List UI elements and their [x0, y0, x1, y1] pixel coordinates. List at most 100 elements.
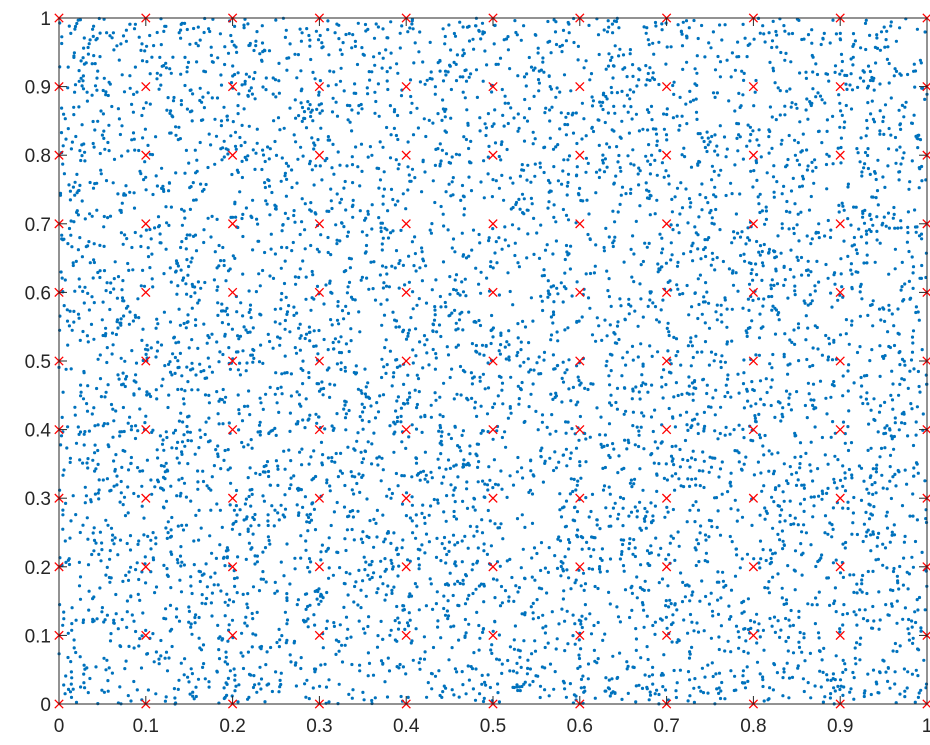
- grid-marker: [401, 630, 411, 641]
- grid-marker: [488, 219, 498, 229]
- grid-marker: [488, 630, 498, 641]
- grid-marker: [661, 356, 672, 366]
- grid-marker: [835, 562, 845, 572]
- grid-marker: [401, 356, 411, 366]
- grid-marker: [835, 81, 845, 92]
- grid-marker: [748, 630, 759, 641]
- grid-marker: [401, 424, 411, 435]
- grid-marker: [227, 287, 238, 298]
- grid-marker: [141, 150, 151, 160]
- grid-marker: [575, 493, 585, 503]
- grid-marker: [314, 150, 325, 160]
- grid-marker: [661, 562, 672, 572]
- grid-marker: [575, 219, 585, 229]
- grid-marker: [401, 287, 411, 298]
- grid-marker: [835, 424, 845, 435]
- grid-marker: [401, 219, 411, 229]
- y-tick-label: 0.7: [25, 215, 51, 236]
- grid-marker: [314, 424, 325, 435]
- grid-marker: [835, 493, 845, 503]
- y-tick-label: 0.3: [25, 489, 51, 510]
- x-tick-label: 1: [922, 716, 930, 737]
- x-tick-label: 0.7: [653, 716, 679, 737]
- grid-marker: [314, 493, 325, 503]
- ticks-layer: 0 0.1 0.2 0.3 0.4 0.5 0.6 0.7 0.8 0.9 1 0 0.1 0.2 0.3 0…: [25, 9, 930, 737]
- x-tick-label: 0.4: [393, 716, 420, 737]
- grid-marker: [227, 81, 238, 92]
- y-tick-label: 0.8: [25, 146, 51, 167]
- grid-marker: [748, 150, 759, 160]
- grid-marker: [227, 356, 238, 366]
- grid-marker: [488, 424, 498, 435]
- grid-marker: [661, 81, 672, 92]
- grid-marker: [748, 356, 759, 366]
- grid-marker: [661, 150, 672, 160]
- grid-marker: [227, 424, 238, 435]
- grid-marker: [575, 287, 585, 298]
- grid-marker: [488, 81, 498, 92]
- grid-marker: [488, 562, 498, 572]
- grid-marker: [575, 81, 585, 92]
- grid-marker: [314, 562, 325, 572]
- grid-marker: [575, 356, 585, 366]
- x-tick-label: 0.3: [306, 716, 332, 737]
- grid-marker: [227, 562, 238, 572]
- y-tick-label: 0.5: [25, 352, 51, 373]
- grid-marker: [488, 493, 498, 503]
- grid-marker: [314, 81, 325, 92]
- y-tick-label: 0.2: [25, 558, 51, 579]
- x-tick-label: 0.2: [219, 716, 245, 737]
- grid-marker: [141, 287, 151, 298]
- grid-marker: [748, 219, 759, 229]
- grid-marker: [575, 562, 585, 572]
- grid-marker: [575, 630, 585, 641]
- grid-marker: [314, 630, 325, 641]
- grid-marker: [314, 356, 325, 366]
- grid-marker: [748, 493, 759, 503]
- grid-marker: [575, 424, 585, 435]
- grid-marker: [401, 150, 411, 160]
- grid-marker: [835, 150, 845, 160]
- grid-marker: [227, 150, 238, 160]
- grid-marker: [661, 630, 672, 641]
- grid-marker: [835, 287, 845, 298]
- grid-marker: [661, 424, 672, 435]
- grid-marker: [661, 493, 672, 503]
- y-tick-label: 0: [40, 695, 51, 716]
- grid-marker: [141, 562, 151, 572]
- x-tick-label: 0.8: [740, 716, 766, 737]
- grid-marker: [141, 219, 151, 229]
- grid-marker: [748, 287, 759, 298]
- grid-marker: [488, 287, 498, 298]
- x-tick-label: 0.9: [827, 716, 853, 737]
- grid-marker: [488, 150, 498, 160]
- grid-marker: [141, 424, 151, 435]
- grid-marker: [227, 219, 238, 229]
- y-tick-label: 1: [40, 9, 51, 30]
- grid-marker: [835, 630, 845, 641]
- grid-marker: [141, 630, 151, 641]
- y-tick-label: 0.9: [25, 78, 51, 99]
- grid-marker: [227, 493, 238, 503]
- grid-marker: [575, 150, 585, 160]
- x-tick-label: 0.5: [480, 716, 506, 737]
- grid-marker: [661, 287, 672, 298]
- grid-marker: [661, 219, 672, 229]
- grid-marker: [401, 493, 411, 503]
- y-tick-label: 0.6: [25, 283, 51, 304]
- y-tick-label: 0.4: [25, 421, 52, 442]
- grid-marker: [401, 562, 411, 572]
- grid-marker: [141, 493, 151, 503]
- grid-marker: [748, 81, 759, 92]
- grid-marker: [141, 81, 151, 92]
- grid-marker: [748, 424, 759, 435]
- grid-marker: [835, 219, 845, 229]
- grid-marker: [748, 562, 759, 572]
- grid-marker: [488, 356, 498, 366]
- grid-marker: [314, 287, 325, 298]
- x-tick-label: 0: [54, 716, 65, 737]
- x-tick-label: 0.1: [133, 716, 159, 737]
- x-tick-label: 0.6: [567, 716, 593, 737]
- y-tick-label: 0.1: [25, 626, 51, 647]
